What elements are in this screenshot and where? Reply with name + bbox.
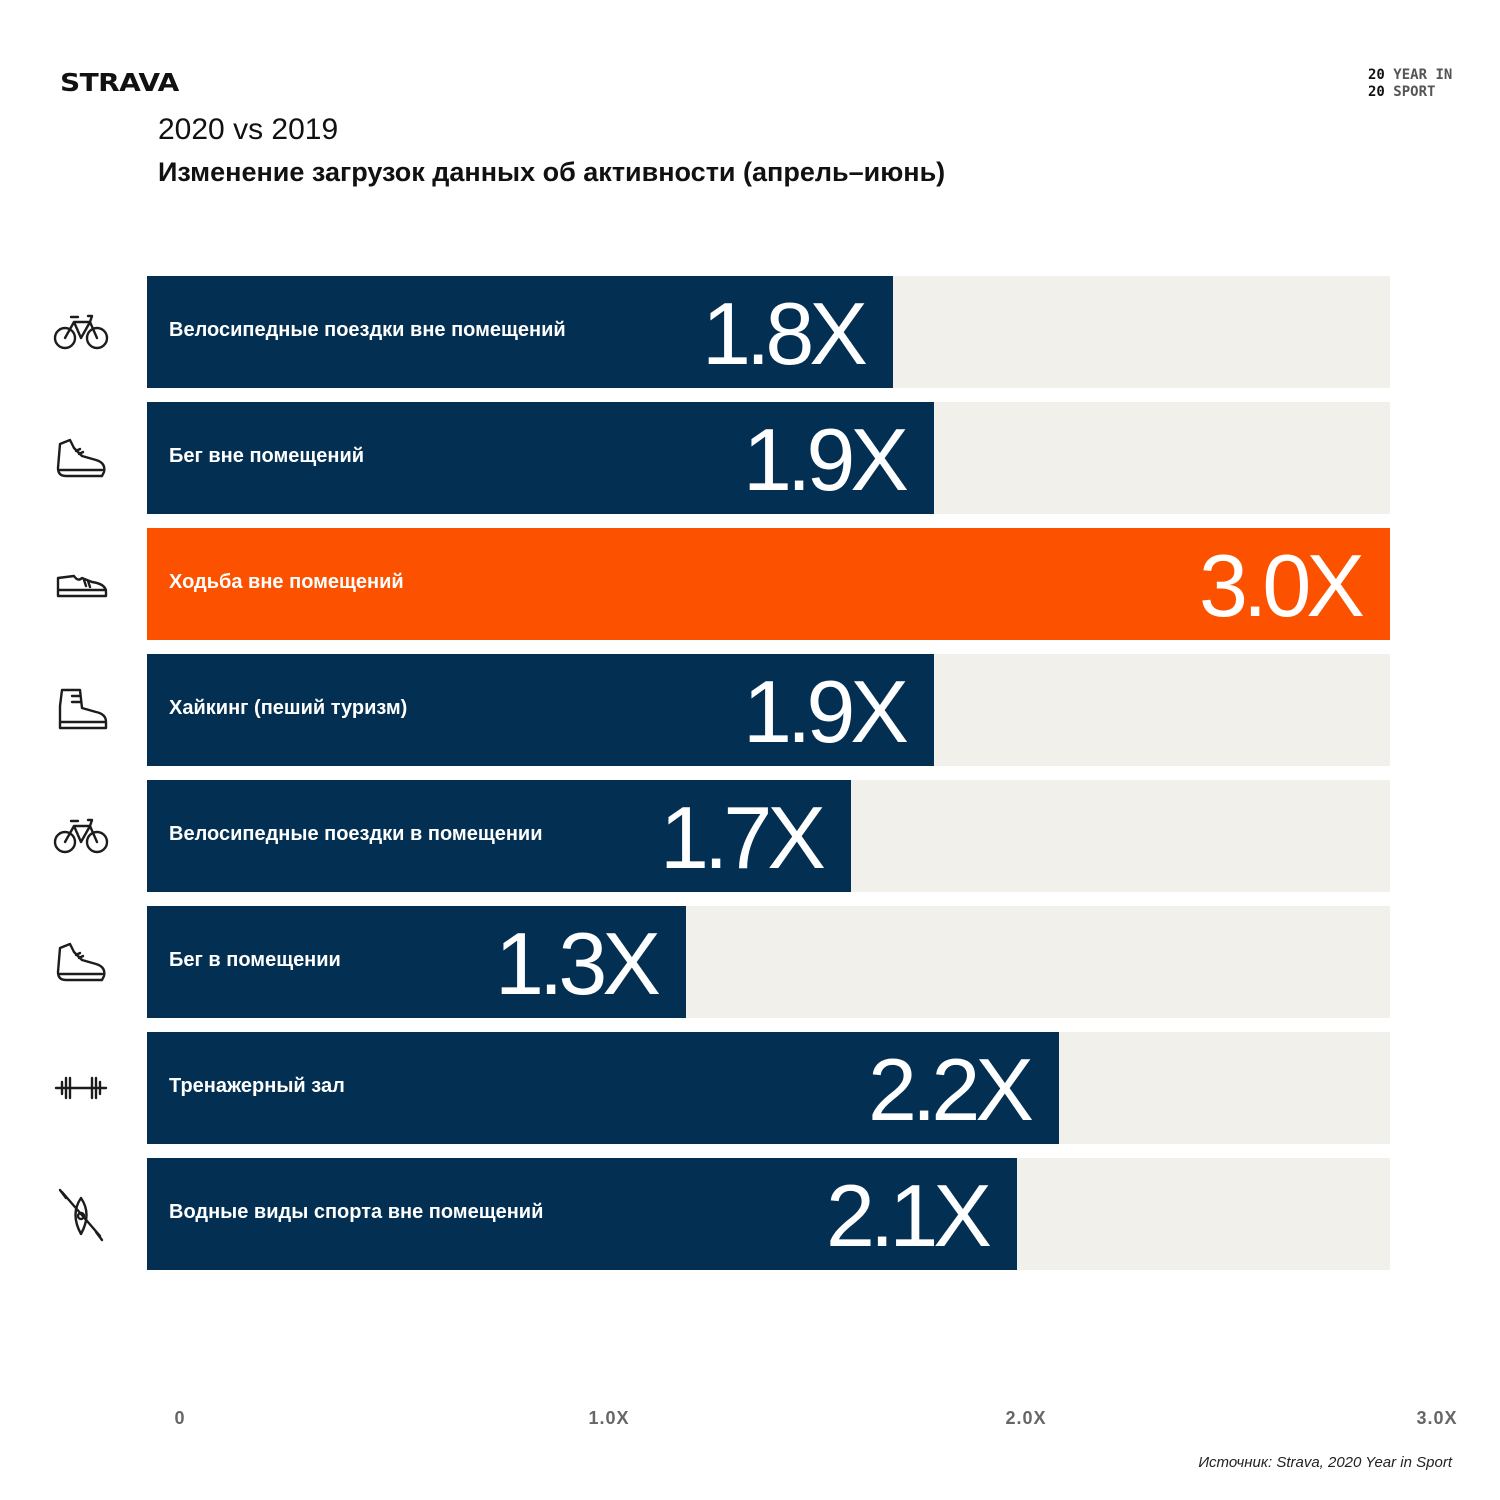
bar-track: Велосипедные поездки вне помещений 1.8X <box>147 276 1390 388</box>
bar-category-label: Хайкинг (пеший туризм) <box>169 697 408 719</box>
bar-track: Хайкинг (пеший туризм) 1.9X <box>147 654 1390 766</box>
chart-subtitle: 2020 vs 2019 <box>158 113 339 146</box>
badge-number: 20 <box>1368 67 1385 83</box>
bar: Тренажерный зал 2.2X <box>147 1032 1059 1144</box>
bar-row: Ходьба вне помещений 3.0X <box>0 528 1500 640</box>
bar-value-label: 1.7X <box>659 788 826 887</box>
badge-number: 20 <box>1368 84 1385 100</box>
badge-text: SPORT <box>1393 84 1436 100</box>
chart-title: Изменение загрузок данных об активности … <box>158 157 946 187</box>
bar: Велосипедные поездки вне помещений 1.8X <box>147 276 893 388</box>
bar: Бег вне помещений 1.9X <box>147 402 934 514</box>
bar: Хайкинг (пеший туризм) 1.9X <box>147 654 934 766</box>
bar-track: Бег в помещении 1.3X <box>147 906 1390 1018</box>
bar-value-label: 3.0X <box>1198 536 1365 635</box>
bar-value-label: 1.8X <box>701 284 868 383</box>
bar-value-label: 1.3X <box>494 914 661 1013</box>
bar-category-label: Тренажерный зал <box>169 1075 345 1097</box>
bike-icon <box>52 808 110 864</box>
bar-category-label: Велосипедные поездки вне помещений <box>169 319 566 341</box>
bar: Велосипедные поездки в помещении 1.7X <box>147 780 851 892</box>
bar-row: Хайкинг (пеший туризм) 1.9X <box>0 654 1500 766</box>
bar-category-label: Бег в помещении <box>169 949 341 971</box>
bar-row: Велосипедные поездки в помещении 1.7X <box>0 780 1500 892</box>
bar-category-label: Бег вне помещений <box>169 445 365 467</box>
bar-category-label: Велосипедные поездки в помещении <box>169 823 543 845</box>
x-tick-label: 3.0X <box>1416 1408 1458 1428</box>
hiking-boot-icon <box>52 682 110 738</box>
bar-track: Велосипедные поездки в помещении 1.7X <box>147 780 1390 892</box>
bar-track: Водные виды спорта вне помещений 2.1X <box>147 1158 1390 1270</box>
bar-value-label: 2.2X <box>867 1040 1034 1139</box>
bar-category-label: Ходьба вне помещений <box>169 571 404 593</box>
bar-track: Бег вне помещений 1.9X <box>147 402 1390 514</box>
bar: Водные виды спорта вне помещений 2.1X <box>147 1158 1017 1270</box>
x-tick-label: 2.0X <box>1005 1408 1047 1428</box>
bar-track: Ходьба вне помещений 3.0X <box>147 528 1390 640</box>
bar-category-label: Водные виды спорта вне помещений <box>169 1201 544 1223</box>
bar-row: Тренажерный зал 2.2X <box>0 1032 1500 1144</box>
bar-row: Велосипедные поездки вне помещений 1.8X <box>0 276 1500 388</box>
bar-value-label: 1.9X <box>742 410 909 509</box>
strava-logo: STRAVA <box>60 68 179 97</box>
running-shoe-icon <box>52 430 110 486</box>
bar: Бег в помещении 1.3X <box>147 906 686 1018</box>
x-tick-label: 0 <box>174 1408 186 1428</box>
source-note: Источник: Strava, 2020 Year in Sport <box>1198 1454 1452 1471</box>
bar-row: Бег в помещении 1.3X <box>0 906 1500 1018</box>
bar-value-label: 2.1X <box>825 1166 992 1265</box>
badge-text: YEAR IN <box>1393 67 1453 83</box>
bike-icon <box>52 304 110 360</box>
bar-row: Водные виды спорта вне помещений 2.1X <box>0 1158 1500 1270</box>
x-tick-label: 1.0X <box>588 1408 630 1428</box>
running-shoe-icon <box>52 934 110 990</box>
year-in-sport-badge: 20 YEAR IN 20 SPORT <box>1368 67 1452 101</box>
bar-value-label: 1.9X <box>742 662 909 761</box>
bar-track: Тренажерный зал 2.2X <box>147 1032 1390 1144</box>
bar-row: Бег вне помещений 1.9X <box>0 402 1500 514</box>
kayak-icon <box>52 1186 110 1242</box>
bar: Ходьба вне помещений 3.0X <box>147 528 1390 640</box>
dumbbell-icon <box>52 1060 110 1116</box>
walking-shoe-icon <box>52 556 110 612</box>
